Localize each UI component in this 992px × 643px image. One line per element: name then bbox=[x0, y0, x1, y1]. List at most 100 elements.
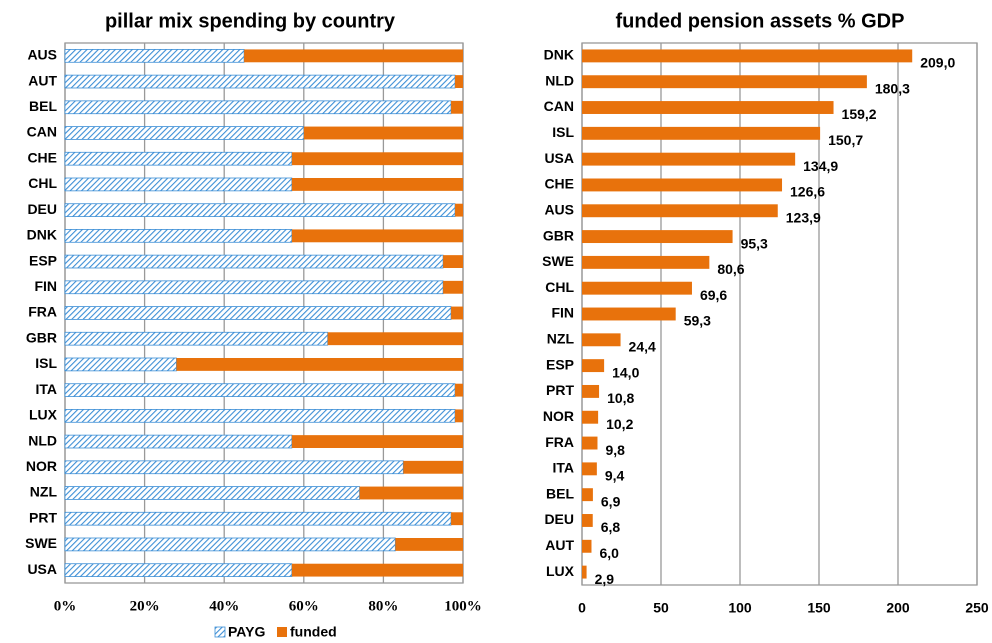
y-tick-label: DNK bbox=[544, 47, 574, 63]
bar-segment bbox=[451, 512, 463, 526]
bar-segment bbox=[64, 74, 456, 89]
bar bbox=[582, 255, 710, 269]
bar bbox=[582, 384, 600, 398]
value-label: 134,9 bbox=[803, 158, 838, 174]
x-tick-label: 80% bbox=[368, 598, 398, 614]
y-tick-label: CAN bbox=[27, 124, 57, 140]
y-tick-label: GBR bbox=[26, 329, 57, 345]
bar bbox=[582, 281, 692, 295]
bar-segment bbox=[64, 306, 452, 320]
y-tick-label: FIN bbox=[34, 278, 57, 294]
bar-segment bbox=[64, 537, 396, 552]
y-tick-label: NZL bbox=[547, 331, 575, 347]
x-tick-label: 60% bbox=[289, 598, 319, 614]
y-tick-label: ESP bbox=[29, 252, 57, 268]
bar-segment bbox=[359, 486, 463, 500]
bar bbox=[582, 49, 913, 63]
chart-title: pillar mix spending by country bbox=[105, 10, 396, 32]
bar bbox=[582, 101, 834, 114]
bar bbox=[582, 436, 598, 450]
y-tick-label: CHL bbox=[545, 279, 574, 295]
y-tick-label: CAN bbox=[544, 98, 574, 114]
bar-segment bbox=[244, 49, 463, 63]
value-label: 126,6 bbox=[790, 184, 825, 200]
y-tick-label: AUS bbox=[544, 201, 574, 217]
bar-segment bbox=[64, 100, 452, 115]
chart-title: funded pension assets % GDP bbox=[616, 10, 905, 32]
y-tick-label: NZL bbox=[30, 484, 58, 500]
value-label: 6,8 bbox=[601, 519, 621, 535]
y-tick-label: NOR bbox=[543, 408, 574, 424]
bar-segment bbox=[64, 49, 245, 63]
value-label: 159,2 bbox=[842, 106, 877, 122]
bar-segment bbox=[64, 383, 456, 397]
x-tick-label: 250 bbox=[965, 600, 989, 616]
x-tick-label: 100 bbox=[728, 600, 752, 616]
y-tick-label: PRT bbox=[546, 382, 574, 398]
y-tick-label: AUT bbox=[28, 72, 57, 88]
y-tick-label: BEL bbox=[546, 485, 574, 501]
y-tick-label: AUT bbox=[545, 537, 574, 553]
y-tick-label: PRT bbox=[29, 509, 57, 525]
bar-segment bbox=[64, 434, 293, 449]
y-tick-label: DNK bbox=[27, 227, 57, 243]
bar bbox=[582, 539, 592, 553]
y-tick-label: NLD bbox=[28, 432, 57, 448]
value-label: 95,3 bbox=[741, 235, 768, 251]
x-tick-label: 150 bbox=[807, 600, 831, 616]
bar bbox=[582, 230, 733, 244]
value-label: 123,9 bbox=[786, 209, 821, 225]
bar-segment bbox=[395, 538, 463, 551]
bar-segment bbox=[64, 563, 293, 577]
bar-segment bbox=[64, 280, 444, 295]
bar-segment bbox=[455, 409, 463, 423]
bar bbox=[582, 333, 621, 347]
value-label: 180,3 bbox=[875, 80, 910, 96]
y-tick-label: NOR bbox=[26, 458, 57, 474]
bar bbox=[582, 75, 867, 89]
y-tick-label: FRA bbox=[28, 304, 57, 320]
bar-segment bbox=[64, 486, 360, 500]
bar-segment bbox=[403, 460, 463, 474]
legend-label: PAYG bbox=[228, 624, 265, 640]
y-tick-label: ESP bbox=[546, 356, 574, 372]
bar-segment bbox=[443, 280, 463, 294]
bar-segment bbox=[291, 435, 463, 448]
bar-segment bbox=[451, 306, 463, 320]
x-tick-label: 0% bbox=[54, 598, 77, 614]
y-tick-label: GBR bbox=[543, 227, 574, 243]
legend-swatch bbox=[214, 626, 226, 638]
value-label: 9,8 bbox=[605, 442, 625, 458]
value-label: 2,9 bbox=[595, 571, 615, 587]
value-label: 24,4 bbox=[629, 339, 656, 355]
y-tick-label: ITA bbox=[35, 381, 57, 397]
x-tick-label: 50 bbox=[653, 600, 669, 616]
y-tick-label: CHL bbox=[28, 175, 57, 191]
value-label: 9,4 bbox=[605, 468, 625, 484]
bar-segment bbox=[64, 126, 305, 140]
bar-segment bbox=[443, 255, 463, 268]
bar bbox=[582, 307, 676, 321]
value-label: 69,6 bbox=[700, 287, 727, 303]
y-tick-label: ISL bbox=[552, 124, 574, 140]
bar-segment bbox=[64, 331, 329, 346]
y-tick-label: SWE bbox=[542, 253, 574, 269]
bar-segment bbox=[64, 357, 177, 372]
y-tick-label: ISL bbox=[35, 355, 57, 371]
value-label: 6,9 bbox=[601, 493, 621, 509]
bar bbox=[582, 178, 783, 192]
bar bbox=[582, 514, 593, 527]
bar-segment bbox=[451, 100, 463, 114]
y-tick-label: BEL bbox=[29, 98, 57, 114]
y-tick-label: USA bbox=[27, 561, 57, 577]
bar bbox=[582, 204, 778, 218]
bar-segment bbox=[327, 332, 463, 346]
y-tick-label: FIN bbox=[551, 305, 574, 321]
bar bbox=[582, 359, 605, 373]
bar-segment bbox=[303, 126, 463, 140]
bar-segment bbox=[176, 358, 463, 371]
y-tick-label: LUX bbox=[546, 563, 575, 579]
bar-segment bbox=[64, 203, 456, 217]
bar bbox=[582, 152, 796, 166]
